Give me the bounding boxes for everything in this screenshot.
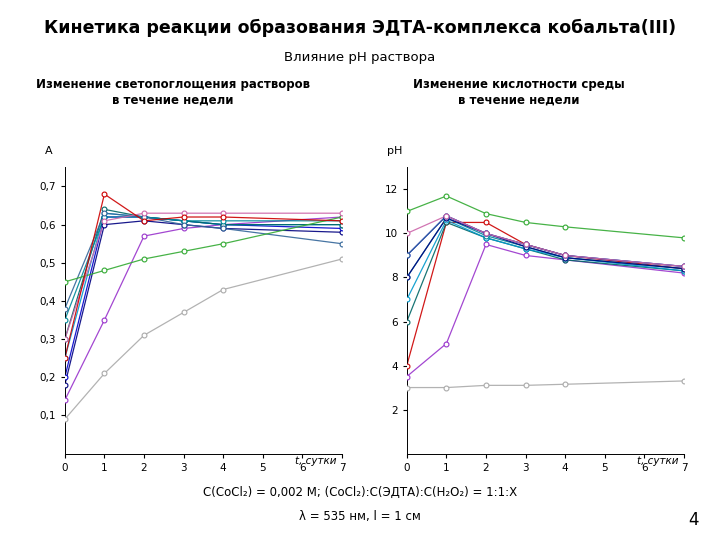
Text: pH: pH (387, 146, 402, 156)
Text: C(CoCl₂) = 0,002 М; (CoCl₂):C(ЭДТА):C(H₂O₂) = 1:1:X: C(CoCl₂) = 0,002 М; (CoCl₂):C(ЭДТА):C(H₂… (203, 486, 517, 499)
Text: Влияние pH раствора: Влияние pH раствора (284, 51, 436, 64)
Text: Кинетика реакции образования ЭДТА-комплекса кобальта(III): Кинетика реакции образования ЭДТА-компле… (44, 19, 676, 37)
Text: 4: 4 (688, 511, 698, 529)
Text: t, сутки: t, сутки (295, 456, 336, 467)
Text: t, сутки: t, сутки (637, 456, 678, 467)
Text: Изменение кислотности среды
в течение недели: Изменение кислотности среды в течение не… (413, 78, 624, 106)
Text: λ = 535 нм, l = 1 см: λ = 535 нм, l = 1 см (299, 510, 421, 523)
Text: Изменение светопоглощения растворов
в течение недели: Изменение светопоглощения растворов в те… (36, 78, 310, 106)
Text: A: A (45, 146, 53, 156)
